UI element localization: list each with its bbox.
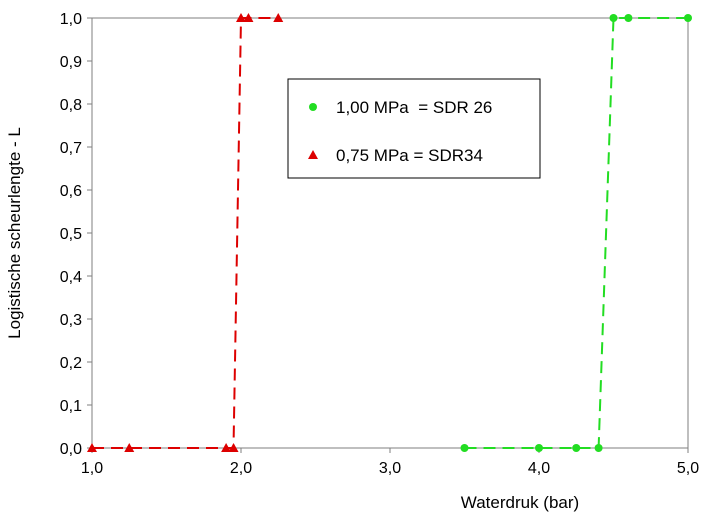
data-point [535, 444, 543, 452]
legend-label-sdr26: 1,00 MPa = SDR 26 [336, 98, 492, 117]
y-tick-label: 0,7 [60, 140, 82, 157]
data-point [609, 14, 618, 22]
data-point [624, 14, 633, 22]
legend-marker-sdr34 [308, 150, 318, 159]
x-tick-label: 2,0 [230, 460, 252, 477]
series-layer [87, 13, 692, 452]
data-point [243, 13, 254, 22]
data-point [228, 443, 239, 452]
x-tick-label: 4,0 [528, 460, 550, 477]
data-point [273, 13, 284, 22]
y-tick-label: 0,1 [60, 398, 82, 415]
data-point [124, 443, 135, 452]
y-tick-label: 0,9 [60, 54, 82, 71]
data-point [460, 444, 469, 452]
y-tick-label: 0,0 [60, 441, 82, 458]
data-point [236, 13, 246, 22]
legend-box [287, 78, 541, 179]
x-tick-label: 3,0 [379, 460, 401, 477]
y-tick-label: 0,2 [60, 355, 82, 372]
x-axis-title: Waterdruk (bar) [461, 493, 579, 512]
data-point [221, 443, 232, 452]
y-axis-ticks: 0,0 0,1 0,2 0,3 0,4 0,5 0,6 0,7 0,8 0,9 1,0 [60, 11, 92, 458]
legend-marker-sdr26 [309, 103, 317, 111]
data-point [572, 444, 581, 452]
y-tick-label: 0,6 [60, 183, 82, 200]
legend: 1,00 MPa = SDR 26 0,75 MPa = SDR34 [287, 78, 541, 179]
y-tick-label: 0,8 [60, 97, 82, 114]
x-tick-label: 5,0 [677, 460, 699, 477]
y-tick-label: 0,5 [60, 226, 82, 243]
x-tick-label: 1,0 [81, 460, 103, 477]
y-tick-label: 0,3 [60, 312, 82, 329]
series-line-1 [92, 17, 279, 449]
y-tick-label: 0,4 [60, 269, 82, 286]
data-point [594, 444, 603, 452]
y-tick-label: 1,0 [60, 11, 82, 28]
legend-label-sdr34: 0,75 MPa = SDR34 [336, 146, 483, 165]
y-axis-title: Logistische scheurlengte - L [5, 127, 24, 339]
x-axis-ticks: 1,0 2,0 3,0 4,0 5,0 [81, 448, 699, 477]
data-point [87, 443, 97, 452]
data-point [684, 14, 692, 22]
